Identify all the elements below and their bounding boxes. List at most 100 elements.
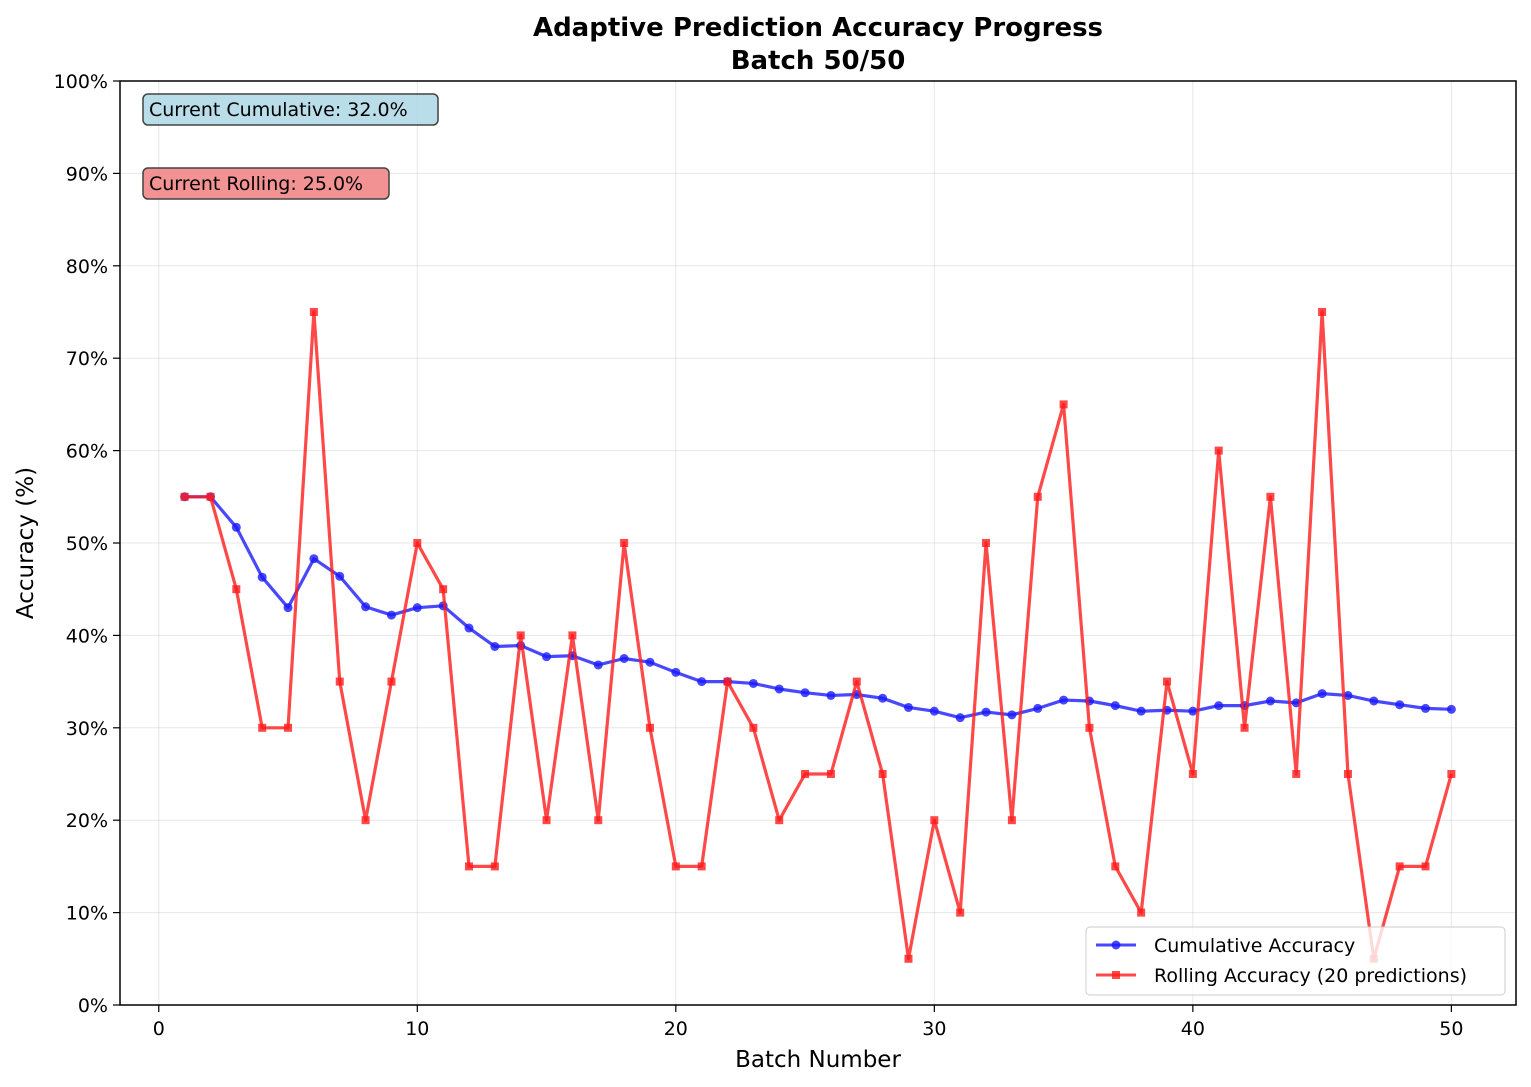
data-point [800,688,810,698]
data-point [1007,710,1017,720]
data-point [774,684,784,694]
y-tick-label: 0% [78,995,108,1017]
data-point [930,816,939,825]
data-point [231,522,241,532]
y-axis-label: Accuracy (%) [13,467,39,619]
data-point [1446,704,1456,714]
data-point [1317,689,1327,699]
data-point [1240,723,1249,732]
data-point [568,631,577,640]
data-point [801,770,810,778]
data-point [309,554,319,564]
data-point [697,677,707,687]
data-point [775,816,784,825]
data-point [878,770,887,778]
data-point [335,677,344,686]
data-point [645,657,655,667]
annotation-cumulative-box [142,93,439,126]
data-point [826,690,836,700]
data-point [1136,706,1146,716]
data-point [1059,400,1068,409]
data-point [1343,770,1352,778]
chart-title: Adaptive Prediction Accuracy Progress [533,13,1103,43]
data-point [490,862,499,871]
data-point [1007,816,1016,825]
data-point [594,816,603,825]
data-point [386,610,396,620]
data-point [490,641,500,651]
data-point [1421,862,1430,871]
y-tick-label: 30% [66,718,108,740]
x-tick-label: 30 [922,1018,946,1040]
legend-rolling-marker [1112,971,1120,979]
data-point [1188,770,1197,778]
data-point [1421,703,1431,713]
data-point [929,706,939,716]
x-tick-label: 40 [1181,1018,1205,1040]
legend-cumulative-marker [1111,940,1121,950]
x-tick-label: 0 [153,1018,165,1040]
series-layer [180,308,1456,963]
y-tick-label: 80% [66,256,108,278]
chart-subtitle: Batch 50/50 [731,46,906,76]
data-point [955,713,965,723]
data-point [1395,862,1404,871]
data-point [387,677,396,686]
data-point [180,492,189,501]
data-point [1137,908,1146,917]
data-point [361,816,370,825]
data-point [1266,492,1275,501]
data-point [748,678,758,688]
data-point [1369,696,1379,706]
data-point [542,816,551,825]
data-point [465,862,473,871]
data-point [257,572,267,582]
data-point [671,862,680,871]
data-point [309,308,318,316]
data-point [1033,492,1042,501]
data-point [620,539,629,547]
data-point [1318,308,1327,316]
data-point [1214,446,1223,455]
data-point [439,585,448,594]
data-point [412,603,422,613]
y-tick-label: 60% [66,441,108,463]
x-tick-label: 10 [405,1018,429,1040]
data-point [723,677,732,686]
data-point [361,602,371,612]
data-point [826,770,835,778]
data-point [1447,770,1456,778]
data-point [206,492,215,501]
data-point [464,623,474,633]
data-point [1033,703,1043,713]
data-point [284,723,293,732]
data-point [749,723,758,732]
data-point [956,908,965,917]
y-tick-label: 90% [66,163,108,185]
annotation-rolling-text: Current Rolling: 25.0% [149,173,363,195]
data-point [283,603,293,613]
y-tick-label: 10% [66,903,108,925]
data-point [981,707,991,717]
data-point [1292,770,1301,778]
x-axis-label: Batch Number [735,1047,901,1073]
data-point [335,571,345,581]
data-point [413,539,422,547]
data-point [982,539,991,547]
data-point [1343,690,1353,700]
data-point [1214,701,1224,711]
y-tick-label: 70% [66,348,108,370]
data-point [1188,706,1198,716]
data-point [645,723,654,732]
series-rolling [180,308,1456,963]
data-point [1111,862,1120,871]
y-tick-label: 40% [66,625,108,647]
y-tick-label: 50% [66,533,108,555]
data-point [542,652,552,662]
data-point [878,693,888,703]
data-point [1085,723,1094,732]
legend-cumulative-label: Cumulative Accuracy [1154,935,1355,957]
data-point [852,677,861,686]
data-point [671,667,681,677]
axis-ticks: 0 10 20 30 40 50 0% 10% 20% 30% 40% 50% 60% 70% 80% 90%… [54,71,1464,1040]
